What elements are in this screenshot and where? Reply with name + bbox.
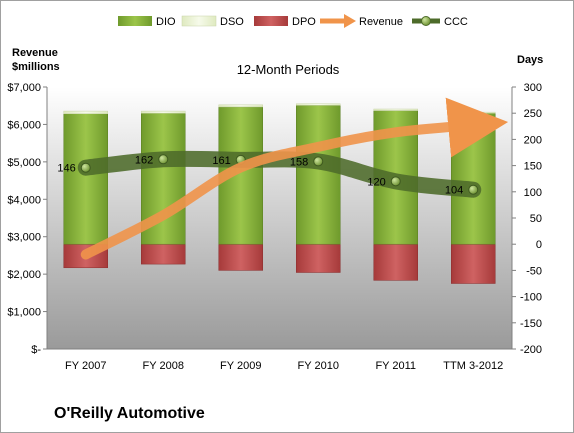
- ccc-point: [80, 162, 91, 173]
- left-axis-tick-label: $7,000: [7, 82, 41, 94]
- x-axis-tick-label: FY 2009: [220, 360, 261, 372]
- legend-arrowhead-revenue: [344, 14, 356, 28]
- ccc-data-label: 146: [57, 163, 75, 175]
- bar-dio: [63, 113, 108, 245]
- left-axis-tick-label: $6,000: [7, 119, 41, 131]
- ccc-point: [313, 156, 324, 167]
- right-axis-tick-label: 100: [524, 187, 542, 199]
- ccc-data-label: 120: [367, 176, 385, 188]
- bar-dso: [218, 104, 263, 108]
- legend: DIO DSO DPO Revenue CCC: [118, 14, 468, 28]
- legend-swatch-dio: [118, 16, 152, 26]
- right-axis-tick-label: 200: [524, 134, 542, 146]
- left-axis-tick-label: $-: [31, 344, 41, 356]
- legend-marker-ccc: [421, 16, 431, 26]
- right-axis-tick-label: -200: [520, 344, 542, 356]
- legend-label-dso: DSO: [220, 16, 244, 28]
- x-axis: FY 2007 FY 2008 FY 2009 FY 2010 FY 2011 TTM 3…: [47, 348, 512, 372]
- bar-dso: [373, 108, 418, 111]
- bar-dpo: [141, 243, 186, 265]
- bar-dso: [296, 103, 341, 106]
- bar-dpo: [218, 243, 263, 271]
- revenue-series: [80, 97, 509, 260]
- bar-dio: [296, 105, 341, 245]
- right-axis: -200 -150 -100 -50 0 50 100 150 200 250 300: [511, 82, 542, 356]
- ccc-point: [468, 184, 479, 195]
- ccc-data-label: 162: [135, 154, 153, 166]
- left-axis-title-line2: $millions: [12, 61, 60, 73]
- x-axis-tick-label: FY 2007: [65, 360, 106, 372]
- left-axis-tick-label: $3,000: [7, 232, 41, 244]
- ccc-point: [158, 154, 169, 165]
- x-axis-tick-label: FY 2008: [143, 360, 184, 372]
- right-axis-tick-label: 0: [536, 239, 542, 251]
- legend-label-dpo: DPO: [292, 16, 316, 28]
- bar-dso: [451, 111, 496, 114]
- right-axis-tick-label: -100: [520, 292, 542, 304]
- x-axis-tick-label: TTM 3-2012: [443, 360, 503, 372]
- bar-dpo: [296, 243, 341, 273]
- right-axis-tick-label: -150: [520, 318, 542, 330]
- x-axis-tick-label: FY 2010: [298, 360, 339, 372]
- left-axis-tick-label: $1,000: [7, 307, 41, 319]
- bar-dpo: [451, 243, 496, 284]
- left-axis-tick-label: $2,000: [7, 269, 41, 281]
- ccc-data-label: 158: [290, 156, 308, 168]
- legend-swatch-dpo: [254, 16, 288, 26]
- right-axis-tick-label: 50: [530, 213, 542, 225]
- ccc-data-label: 161: [212, 155, 230, 167]
- ccc-point: [390, 176, 401, 187]
- left-axis-title-line1: Revenue: [12, 47, 58, 59]
- bar-dio: [451, 112, 496, 245]
- left-axis-tick-label: $5,000: [7, 157, 41, 169]
- bar-dso: [63, 110, 108, 114]
- legend-swatch-dso: [181, 15, 217, 27]
- right-axis-tick-label: 300: [524, 82, 542, 94]
- legend-label-revenue: Revenue: [359, 16, 403, 28]
- company-name: O'Reilly Automotive: [54, 405, 205, 422]
- revenue-line: [80, 97, 509, 260]
- bar-dso: [141, 110, 186, 114]
- right-axis-title: Days: [517, 54, 543, 66]
- right-axis-tick-label: -50: [526, 265, 542, 277]
- right-axis-tick-label: 150: [524, 161, 542, 173]
- left-axis: $- $1,000 $2,000 $3,000 $4,000 $5,000 $6,000 $7…: [7, 82, 48, 356]
- bar-dpo: [373, 243, 418, 281]
- left-axis-tick-label: $4,000: [7, 194, 41, 206]
- legend-label-ccc: CCC: [444, 16, 468, 28]
- ccc-data-label: 104: [445, 185, 463, 197]
- legend-label-dio: DIO: [156, 16, 176, 28]
- chart-title: 12-Month Periods: [237, 62, 340, 77]
- right-axis-tick-label: 250: [524, 108, 542, 120]
- x-axis-tick-label: FY 2011: [375, 360, 416, 372]
